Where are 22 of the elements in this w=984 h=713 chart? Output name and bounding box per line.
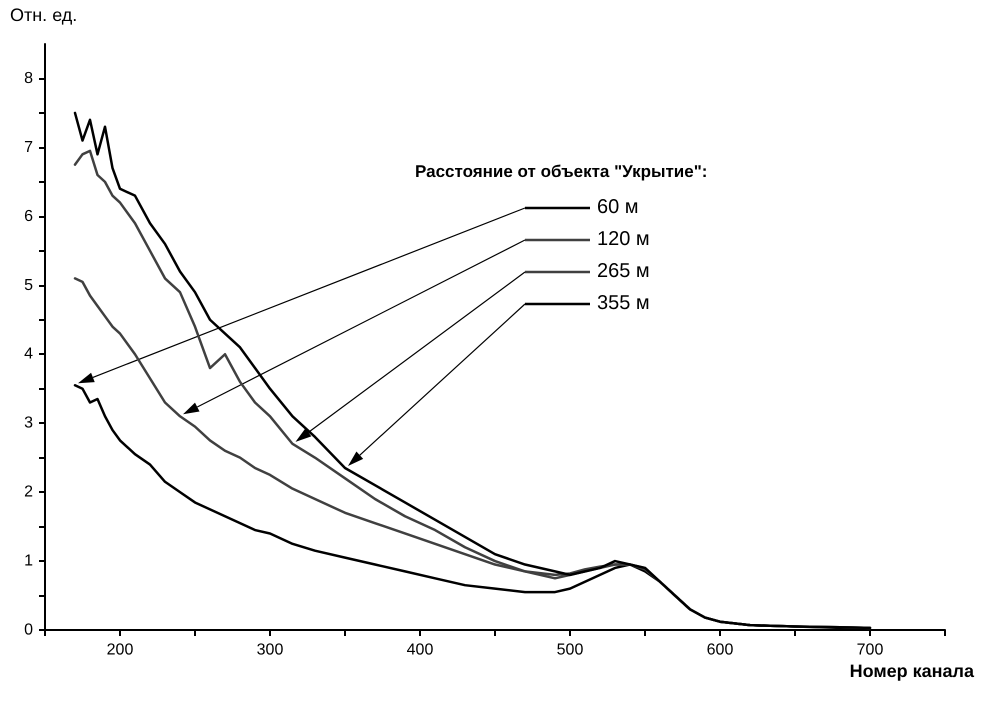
- y-tick-label: 6: [24, 208, 34, 225]
- x-axis-title: Номер канала: [850, 661, 975, 681]
- legend-label: 60 м: [597, 196, 639, 218]
- legend-title: Расстояние от объекта "Укрытие":: [415, 162, 708, 181]
- legend-label: 265 м: [597, 260, 650, 282]
- y-tick-label: 5: [24, 276, 34, 294]
- legend-label: 355 м: [597, 292, 650, 314]
- x-tick-label: 600: [706, 642, 734, 658]
- x-tick-label: 200: [106, 642, 134, 658]
- y-tick-label: 1: [24, 552, 34, 570]
- y-tick-label: 2: [24, 484, 34, 501]
- y-axis-title: Отн. ед.: [10, 5, 78, 25]
- y-tick-label: 8: [24, 70, 34, 87]
- y-tick-label: 0: [24, 622, 34, 638]
- y-tick-label: 7: [24, 138, 34, 156]
- x-tick-label: 500: [556, 642, 584, 658]
- x-tick-label: 300: [256, 642, 284, 658]
- x-tick-label: 700: [856, 642, 884, 658]
- x-tick-label: 400: [406, 642, 434, 658]
- y-tick-label: 4: [24, 346, 34, 363]
- legend-label: 120 м: [597, 228, 650, 250]
- y-tick-label: 3: [24, 414, 34, 432]
